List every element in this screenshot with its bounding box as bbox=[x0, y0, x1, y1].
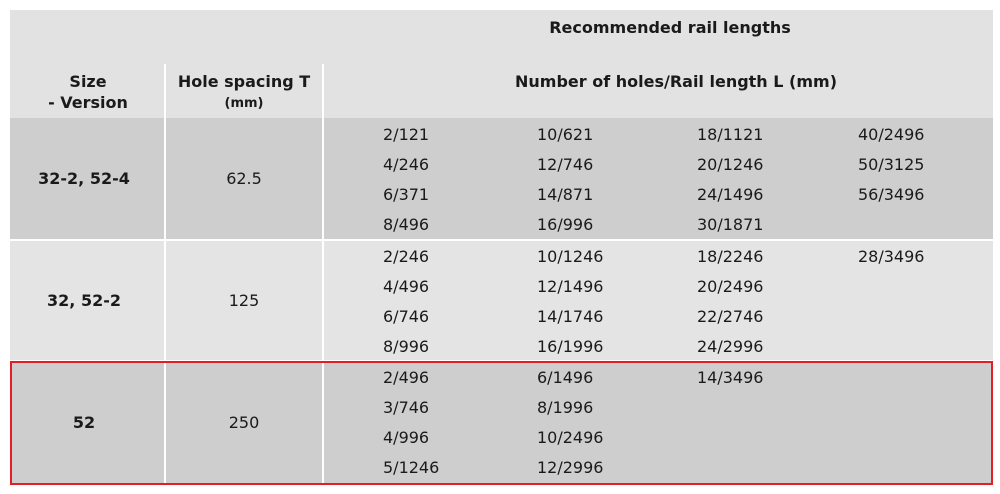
column-separator bbox=[164, 64, 166, 484]
length-cell: 40/2496 bbox=[858, 125, 925, 144]
length-cell: 14/3496 bbox=[697, 368, 764, 387]
length-cell: 18/2246 bbox=[697, 247, 764, 266]
length-cell: 50/3125 bbox=[858, 155, 925, 174]
length-cell: 12/1496 bbox=[537, 277, 604, 296]
header-lengths: Number of holes/Rail length L (mm) bbox=[514, 72, 838, 91]
size-cell: 52 bbox=[72, 413, 96, 432]
length-cell: 22/2746 bbox=[697, 307, 764, 326]
length-cell: 3/746 bbox=[383, 398, 430, 417]
length-cell: 12/746 bbox=[537, 155, 594, 174]
length-cell: 20/2496 bbox=[697, 277, 764, 296]
length-cell: 2/121 bbox=[383, 125, 430, 144]
length-cell: 2/496 bbox=[383, 368, 430, 387]
spacing-cell: 62.5 bbox=[226, 169, 262, 188]
length-cell: 10/1246 bbox=[537, 247, 604, 266]
length-cell: 6/1496 bbox=[537, 368, 594, 387]
length-cell: 12/2996 bbox=[537, 458, 604, 477]
length-cell: 8/996 bbox=[383, 337, 430, 356]
spacing-cell: 125 bbox=[228, 290, 260, 310]
header-spacing: Hole spacing T bbox=[177, 72, 311, 91]
length-cell: 28/3496 bbox=[858, 247, 925, 266]
size-cell: 32, 52-2 bbox=[47, 290, 121, 310]
length-cell: 4/246 bbox=[383, 155, 430, 174]
length-cell: 18/1121 bbox=[697, 125, 764, 144]
length-cell: 4/996 bbox=[383, 428, 430, 447]
header-spacing-unit: (mm) bbox=[224, 96, 264, 111]
group-background bbox=[10, 240, 993, 361]
header-title: Recommended rail lengths bbox=[549, 18, 791, 37]
header-background bbox=[10, 10, 993, 118]
length-cell: 10/2496 bbox=[537, 428, 604, 447]
length-cell: 8/496 bbox=[383, 215, 430, 234]
length-cell: 56/3496 bbox=[858, 185, 925, 204]
highlight-box bbox=[10, 361, 993, 485]
row-separator bbox=[10, 239, 993, 241]
length-cell: 2/246 bbox=[383, 247, 430, 266]
length-cell: 6/746 bbox=[383, 307, 430, 326]
group-background bbox=[10, 361, 993, 485]
column-separator bbox=[322, 64, 324, 484]
length-cell: 8/1996 bbox=[537, 398, 594, 417]
length-cell: 24/1496 bbox=[697, 185, 764, 204]
length-cell: 5/1246 bbox=[383, 458, 440, 477]
header-version: - Version bbox=[48, 93, 128, 112]
length-cell: 16/996 bbox=[537, 215, 594, 234]
length-cell: 20/1246 bbox=[697, 155, 764, 174]
length-cell: 24/2996 bbox=[697, 337, 764, 356]
length-cell: 14/1746 bbox=[537, 307, 604, 326]
length-cell: 6/371 bbox=[383, 185, 430, 204]
length-cell: 10/621 bbox=[537, 125, 594, 144]
length-cell: 30/1871 bbox=[697, 215, 764, 234]
length-cell: 4/496 bbox=[383, 277, 430, 296]
length-cell: 16/1996 bbox=[537, 337, 604, 356]
spacing-cell: 250 bbox=[228, 413, 260, 432]
size-cell: 32-2, 52-4 bbox=[38, 169, 130, 188]
length-cell: 14/871 bbox=[537, 185, 594, 204]
group-background bbox=[10, 118, 993, 240]
header-size: Size bbox=[69, 72, 107, 91]
